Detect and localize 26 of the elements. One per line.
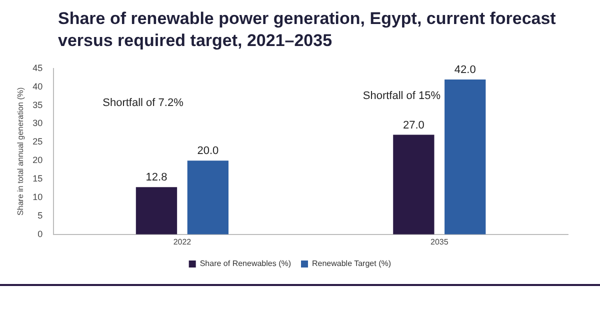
y-tick-label: 0: [38, 228, 43, 239]
y-tick-label: 5: [38, 210, 43, 220]
y-tick-label: 45: [32, 62, 43, 73]
y-tick-label: 25: [32, 136, 43, 147]
data-label: 20.0: [197, 145, 219, 158]
bar: [187, 160, 229, 234]
y-tick-label: 40: [32, 81, 43, 92]
y-tick-label: 30: [32, 118, 43, 128]
y-tick-label: 20: [32, 155, 43, 166]
annotation: Shortfall of 7.2%: [102, 96, 184, 109]
bar: [444, 79, 486, 234]
y-tick-label: 35: [32, 100, 43, 110]
x-tick-label: 2035: [430, 237, 449, 246]
annotation: Shortfall of 15%: [362, 90, 441, 102]
data-label: 27.0: [402, 119, 424, 132]
bar: [393, 134, 434, 234]
legend-label: Renewable Target (%): [312, 259, 392, 268]
chart-title: Share of renewable power generation, Egypt, current forecast versus required target, 2021–2035: [58, 8, 557, 52]
y-axis-title: Share in total annual generation (%): [16, 87, 26, 216]
data-label: 42.0: [454, 64, 476, 76]
y-tick-label: 15: [32, 174, 43, 184]
y-tick-label: 10: [32, 192, 43, 202]
x-tick-label: 2022: [173, 237, 192, 246]
data-label: 12.8: [146, 172, 168, 184]
bar: [136, 187, 178, 234]
legend-label: Share of Renewables (%): [200, 259, 292, 268]
